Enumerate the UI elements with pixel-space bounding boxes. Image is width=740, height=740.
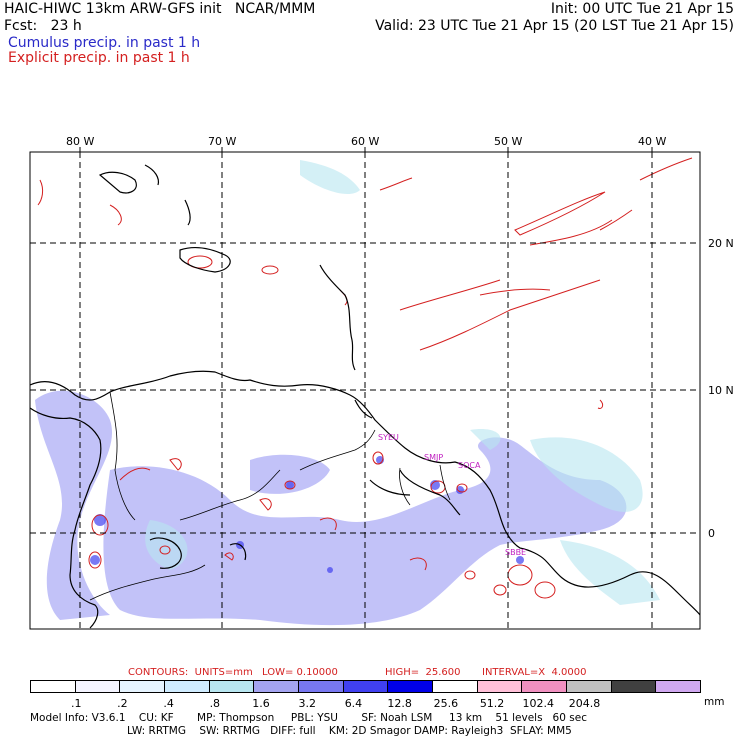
colorbar-label: 204.8	[568, 697, 601, 710]
lon-label: 40 W	[638, 135, 666, 148]
contours-high: HIGH= 25.600	[385, 667, 461, 678]
lon-label: 60 W	[351, 135, 379, 148]
legend-explicit: Explicit precip. in past 1 h	[8, 50, 190, 66]
station-label: SMJP	[424, 453, 443, 462]
colorbar-swatch	[566, 680, 612, 693]
colorbar-swatch	[521, 680, 567, 693]
contours-units: CONTOURS: UNITS=mm	[128, 667, 253, 678]
colorbar-swatch	[432, 680, 478, 693]
colorbar-swatch	[298, 680, 344, 693]
lat-axis: 20 N 10 N 0	[708, 237, 734, 540]
colorbar-label: .1	[70, 697, 82, 710]
colorbar-unit: mm	[704, 696, 725, 708]
colorbar-swatch	[30, 680, 76, 693]
contours-low: LOW= 0.10000	[262, 667, 338, 678]
cumulus-precip-areas	[35, 390, 627, 626]
station-label: SOCA	[458, 461, 481, 470]
station-label: SYEU	[378, 433, 399, 442]
graticule	[30, 152, 700, 629]
colorbar-label: 3.2	[298, 697, 316, 710]
footer-physics-info: LW: RRTMG SW: RRTMG DIFF: full KM: 2D Sm…	[127, 725, 572, 737]
colorbar-label: 102.4	[522, 697, 555, 710]
colorbar-label: .8	[209, 697, 221, 710]
lat-label: 10 N	[708, 384, 734, 397]
colorbar-swatch	[208, 680, 255, 693]
explicit-precip-contours	[37, 157, 693, 599]
stations: SYEU SMJP SOCA SBBE	[378, 433, 526, 557]
lon-label: 80 W	[66, 135, 94, 148]
header-title: HAIC-HIWC 13km ARW-GFS init NCAR/MMM	[4, 1, 316, 17]
colorbar-swatch	[387, 680, 433, 693]
lat-label: 0	[708, 527, 715, 540]
colorbar-label: 1.6	[252, 697, 270, 710]
colorbar-swatch	[476, 680, 523, 693]
colorbar-label: 12.8	[387, 697, 412, 710]
colorbar-label: .4	[163, 697, 174, 710]
lon-axis: 80 W 70 W 60 W 50 W 40 W	[66, 135, 666, 152]
header-forecast: Fcst: 23 h	[4, 18, 82, 34]
colorbar-label: 6.4	[344, 697, 363, 710]
station-label: SBBE	[505, 548, 526, 557]
colorbar-swatch	[342, 680, 389, 693]
contours-interval: INTERVAL=X 4.0000	[482, 667, 587, 678]
lat-label: 20 N	[708, 237, 734, 250]
legend-cumulus: Cumulus precip. in past 1 h	[8, 35, 201, 51]
country-borders	[89, 391, 451, 601]
colorbar-label: 25.6	[433, 697, 459, 710]
colorbar-swatch	[655, 680, 701, 693]
lon-label: 70 W	[208, 135, 236, 148]
header-init: Init: 00 UTC Tue 21 Apr 15	[550, 1, 734, 17]
colorbar-label: 51.2	[479, 697, 505, 710]
colorbar-label: .2	[117, 697, 128, 710]
footer-model-info: Model Info: V3.6.1 CU: KF MP: Thompson P…	[30, 712, 587, 724]
colorbar-swatch	[164, 680, 210, 693]
lon-label: 50 W	[494, 135, 522, 148]
colorbar-swatch	[119, 680, 165, 693]
colorbar-swatch	[610, 680, 657, 693]
header-valid: Valid: 23 UTC Tue 21 Apr 15 (20 LST Tue …	[375, 18, 734, 34]
colorbar-swatch	[253, 680, 299, 693]
colorbar-swatch	[74, 680, 121, 693]
